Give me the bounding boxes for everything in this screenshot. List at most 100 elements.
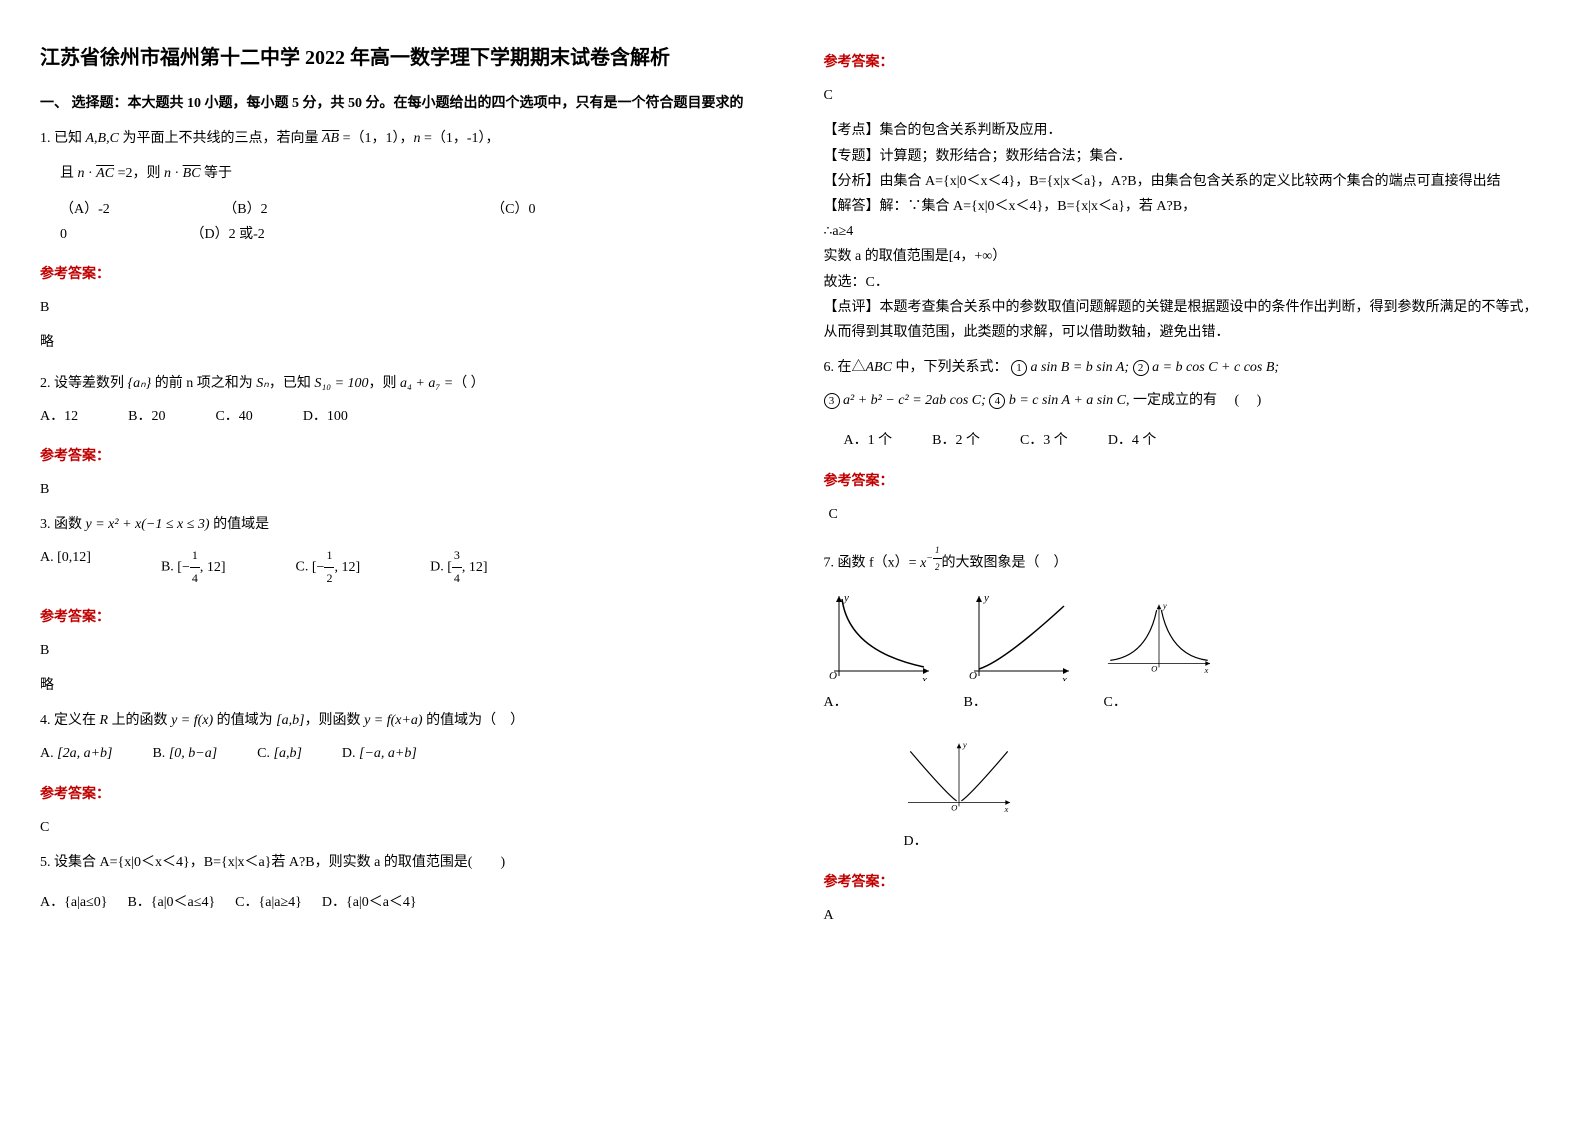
q1-optD: （D）2 或-2 bbox=[191, 227, 265, 242]
q5-text: 5. 设集合 A={x|0＜x＜4}，B={x|x＜a}若 A?B，则实数 a … bbox=[40, 850, 764, 875]
q7-graph-B: O x y B． bbox=[964, 591, 1074, 715]
q2-options: A．12 B．20 C．40 D．100 bbox=[40, 404, 764, 429]
q2-answer-label: 参考答案： bbox=[40, 444, 764, 469]
svg-text:O: O bbox=[1151, 663, 1158, 673]
q1-t8: 等于 bbox=[201, 166, 233, 181]
q5-optB: B．{a|0＜a≤4} bbox=[127, 890, 215, 915]
q3-optD-label: D. bbox=[430, 560, 444, 575]
q5-ex-l7: 故选：C． bbox=[824, 270, 1548, 295]
q1-optC2: 0 bbox=[60, 227, 67, 242]
q1-abc: A,B,C bbox=[86, 131, 119, 146]
q4-optC-label: C. bbox=[257, 746, 270, 761]
graph-c-svg: O x y bbox=[1104, 591, 1214, 681]
q7-graphs-row1: O x y A． O x y bbox=[824, 591, 1548, 715]
q1-options: （A）-2 （B）2 （C）0 0 （D）2 或-2 bbox=[60, 197, 764, 247]
q5-ex-l2: 【专题】计算题；数形结合；数形结合法；集合． bbox=[824, 144, 1548, 169]
q1-ac: AC bbox=[96, 166, 114, 181]
q6-c2: 2 bbox=[1133, 360, 1149, 376]
q7-answer: A bbox=[824, 903, 1548, 928]
q3-options: A. [0,12] B. [−14, 12] C. [−12, 12] D. [… bbox=[40, 545, 764, 589]
q3-t1: 3. 函数 bbox=[40, 517, 86, 532]
q1-optA: （A）-2 bbox=[60, 202, 110, 217]
q5-optA: A．{a|a≤0} bbox=[40, 890, 107, 915]
q4-yfx: y = f(x) bbox=[171, 713, 213, 728]
q6-t2: 中，下列关系式： bbox=[892, 360, 1008, 375]
left-column: 江苏省徐州市福州第十二中学 2022 年高一数学理下学期期末试卷含解析 一、 选… bbox=[40, 40, 764, 930]
q1-t6b: · bbox=[171, 166, 183, 181]
q7-labelA: A． bbox=[824, 690, 934, 715]
question-7: 7. 函数 f（x）= x−12的大致图象是（ ） O x y A． bbox=[824, 542, 1548, 855]
q2-s10: S₁₀ = 100 bbox=[314, 376, 368, 391]
q1-t2: 为平面上不共线的三点，若向量 bbox=[119, 131, 322, 146]
q6-answer: C bbox=[829, 502, 1548, 527]
q5-answer-label: 参考答案： bbox=[824, 50, 1548, 75]
question-6: 6. 在△ABC 中，下列关系式： 1 a sin B = b sin A; 2… bbox=[824, 355, 1548, 454]
q6-optB: B．2 个 bbox=[932, 428, 980, 453]
q7-labelD: D． bbox=[904, 829, 1014, 854]
q7-t2: 的大致图象是（ ） bbox=[942, 556, 1068, 571]
q6-f2: a = b cos C + c cos B; bbox=[1152, 360, 1279, 375]
q6-f1: a sin B = b sin A; bbox=[1030, 360, 1129, 375]
q7-labelC: C． bbox=[1104, 690, 1214, 715]
q4-optC-val: [a,b] bbox=[274, 746, 302, 761]
q1-optC: （C）0 bbox=[491, 202, 535, 217]
q2-optD: D．100 bbox=[303, 404, 348, 429]
q4-optB: B. [0, b−a] bbox=[152, 741, 217, 766]
exam-title: 江苏省徐州市福州第十二中学 2022 年高一数学理下学期期末试卷含解析 bbox=[40, 40, 764, 76]
q1-answer-label: 参考答案： bbox=[40, 262, 764, 287]
q3-optB-label: B. bbox=[161, 560, 174, 575]
q6-optC: C．3 个 bbox=[1020, 428, 1068, 453]
q2-t4: ，则 bbox=[369, 376, 401, 391]
svg-text:x: x bbox=[1003, 804, 1008, 814]
q2-t1: 2. 设等差数列 bbox=[40, 376, 128, 391]
q4-t5: 的值域为（ ） bbox=[423, 713, 525, 728]
q5-ex-l3: 【分析】由集合 A={x|0＜x＜4}，B={x|x＜a}，A?B，由集合包含关… bbox=[824, 169, 1548, 194]
q1-t1: 1. 已知 bbox=[40, 131, 86, 146]
q1-t6: · bbox=[85, 166, 97, 181]
q5-ex-l4: 【解答】解：∵集合 A={x|0＜x＜4}，B={x|x＜a}，若 A?B， bbox=[824, 194, 1548, 219]
q4-optC: C. [a,b] bbox=[257, 741, 302, 766]
q1-optB: （B）2 bbox=[223, 202, 267, 217]
q5-ex-l8: 【点评】本题考查集合关系中的参数取值问题解题的关键是根据题设中的条件作出判断，得… bbox=[824, 295, 1548, 345]
q3-answer: B bbox=[40, 638, 764, 663]
q2-sn: Sₙ bbox=[256, 376, 269, 391]
q2-optB: B．20 bbox=[128, 404, 165, 429]
question-1: 1. 已知 A,B,C 为平面上不共线的三点，若向量 AB =（1，1），n =… bbox=[40, 126, 764, 247]
q1-answer: B bbox=[40, 295, 764, 320]
q4-ab: [a,b] bbox=[276, 713, 304, 728]
question-2: 2. 设等差数列 {aₙ} 的前 n 项之和为 Sₙ，已知 S₁₀ = 100，… bbox=[40, 371, 764, 429]
q4-answer: C bbox=[40, 815, 764, 840]
q4-t1: 4. 定义在 bbox=[40, 713, 100, 728]
q4-t3: 的值域为 bbox=[213, 713, 276, 728]
q4-optD-label: D. bbox=[342, 746, 356, 761]
q5-ex-l1: 【考点】集合的包含关系判断及应用． bbox=[824, 118, 1548, 143]
q1-t7: =2，则 bbox=[114, 166, 164, 181]
svg-text:x: x bbox=[1203, 665, 1208, 675]
q3-optA: A. [0,12] bbox=[40, 545, 91, 589]
q2-t2: 的前 n 项之和为 bbox=[151, 376, 256, 391]
q2-an: {aₙ} bbox=[128, 376, 152, 391]
question-4: 4. 定义在 R 上的函数 y = f(x) 的值域为 [a,b]，则函数 y … bbox=[40, 708, 764, 766]
q3-optB: B. [−14, 12] bbox=[161, 545, 226, 589]
q2-t3: ，已知 bbox=[269, 376, 315, 391]
q3-answer-label: 参考答案： bbox=[40, 605, 764, 630]
q4-optD: D. [−a, a+b] bbox=[342, 741, 417, 766]
q5-optC: C．{a|a≥4} bbox=[235, 890, 302, 915]
q5-options: A．{a|a≤0} B．{a|0＜a≤4} C．{a|a≥4} D．{a|0＜a… bbox=[40, 890, 764, 915]
q5-explain: 【考点】集合的包含关系判断及应用． 【专题】计算题；数形结合；数形结合法；集合．… bbox=[824, 118, 1548, 345]
q1-t5: 且 bbox=[60, 166, 78, 181]
q3-optD: D. [34, 12] bbox=[430, 545, 487, 589]
q1-n2: n bbox=[78, 166, 85, 181]
q6-line2: 3 a² + b² − c² = 2ab cos C; 4 b = c sin … bbox=[824, 388, 1548, 413]
q1-ab: AB bbox=[322, 131, 339, 146]
q2-answer: B bbox=[40, 477, 764, 502]
right-column: 参考答案： C 【考点】集合的包含关系判断及应用． 【专题】计算题；数形结合；数… bbox=[824, 40, 1548, 930]
q6-optA: A．1 个 bbox=[844, 428, 893, 453]
q3-optD-val: [34, 12] bbox=[447, 560, 487, 575]
q7-labelB: B． bbox=[964, 690, 1074, 715]
q5-ex-l5: ∴a≥4 bbox=[824, 219, 1548, 244]
q6-abc: ABC bbox=[866, 360, 892, 375]
q4-answer-label: 参考答案： bbox=[40, 782, 764, 807]
svg-text:O: O bbox=[829, 670, 837, 681]
q6-t1: 6. 在△ bbox=[824, 360, 866, 375]
